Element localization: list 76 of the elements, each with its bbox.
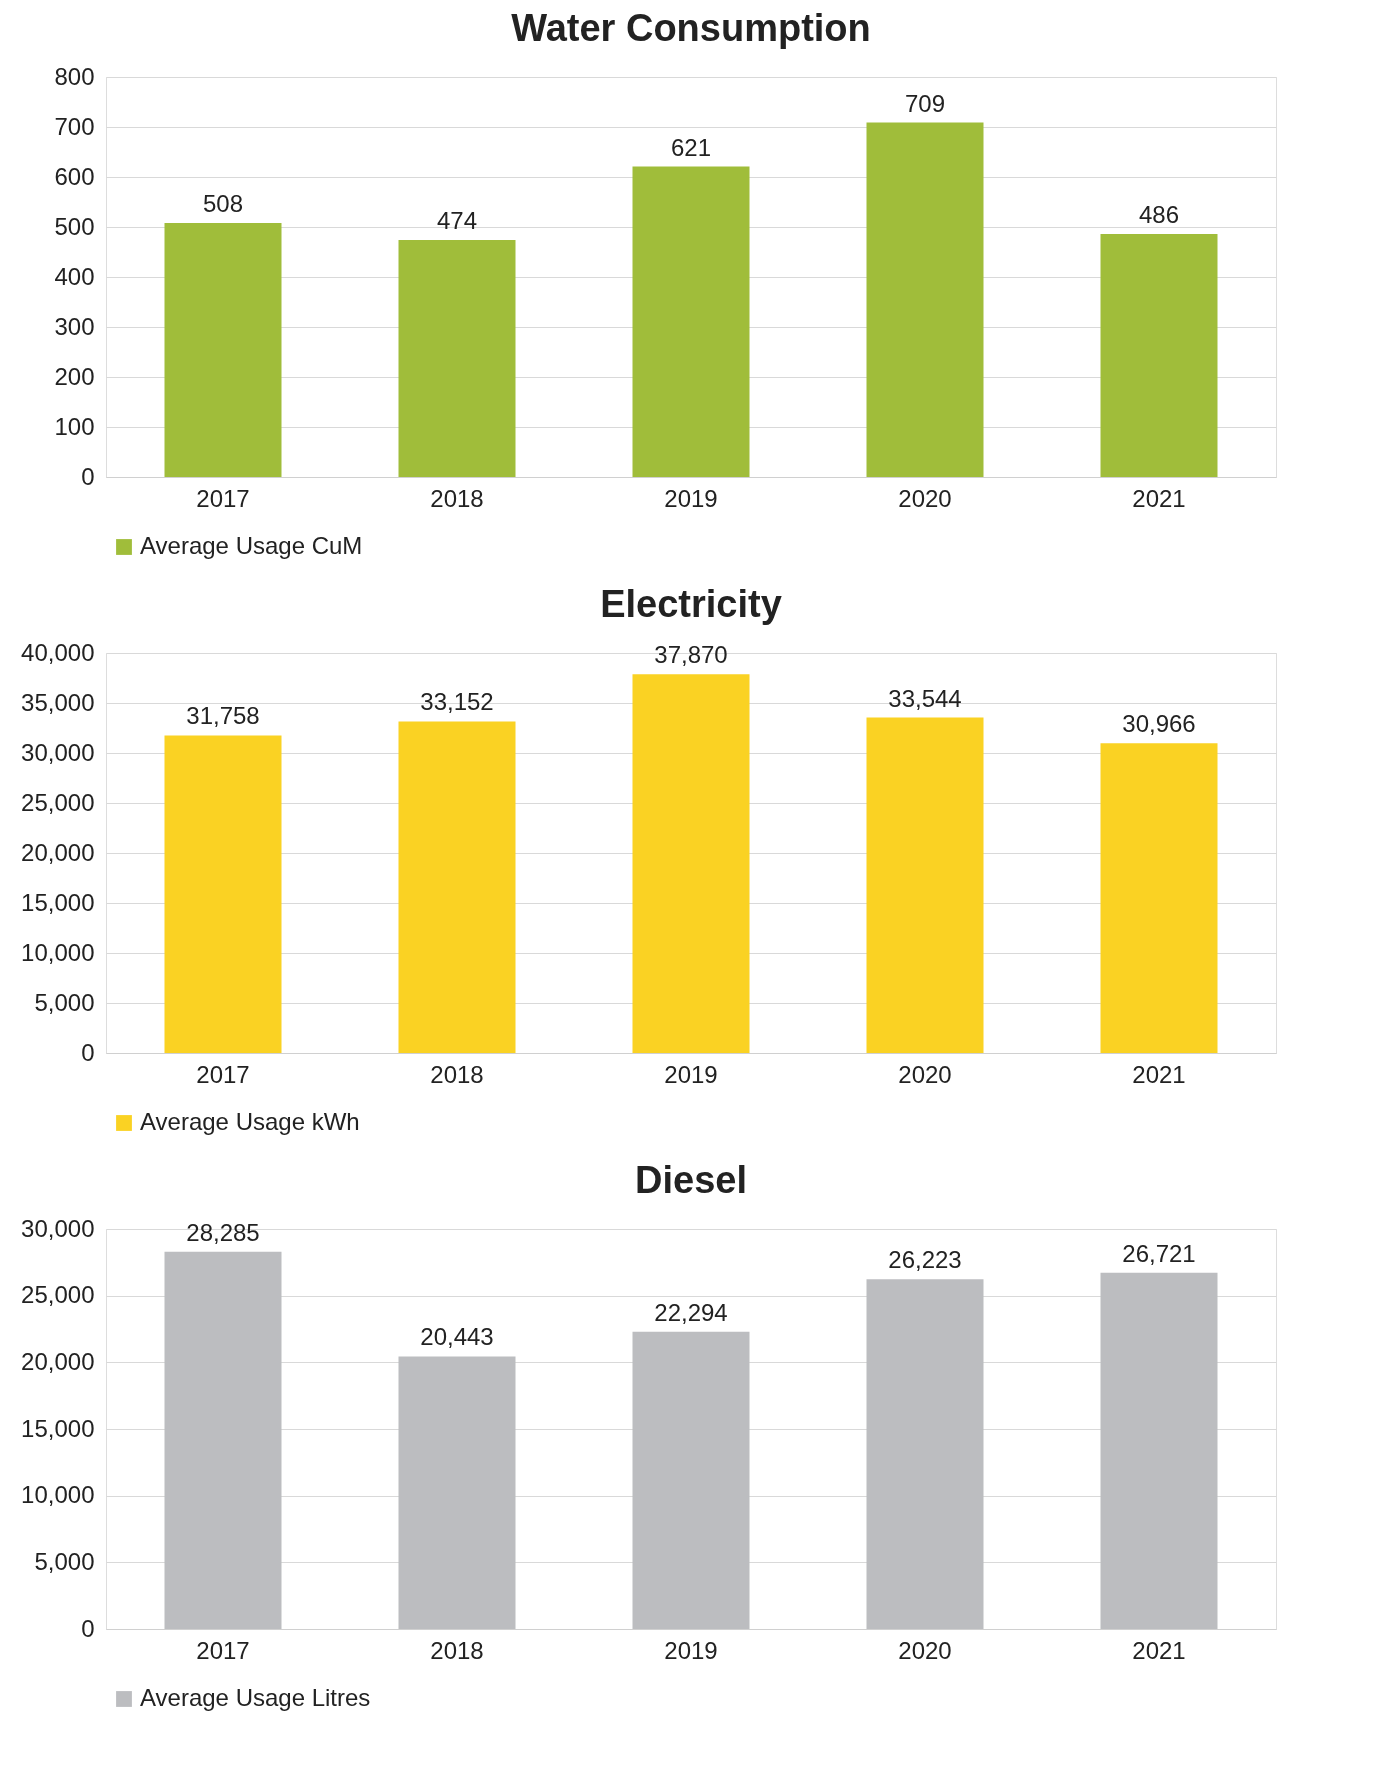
y-tick-label: 600 (54, 162, 95, 190)
y-tick-label: 10,000 (21, 938, 95, 966)
bar (164, 223, 282, 477)
bar (1100, 234, 1218, 477)
data-label: 28,285 (186, 1218, 260, 1246)
data-label: 709 (904, 89, 946, 117)
data-label: 26,721 (1122, 1239, 1196, 1267)
data-label: 621 (670, 133, 712, 161)
y-tick-label: 500 (54, 212, 95, 240)
y-tick-label: 25,000 (21, 788, 95, 816)
bar (632, 1331, 750, 1629)
y-tick-label: 0 (81, 1614, 95, 1642)
bar (866, 717, 984, 1053)
x-tick-label: 2017 (196, 1060, 250, 1088)
bar (164, 1251, 282, 1629)
y-tick-label: 20,000 (21, 838, 95, 866)
y-tick-label: 400 (54, 262, 95, 290)
x-tick-label: 2019 (664, 1060, 718, 1088)
x-tick-label: 2019 (664, 484, 718, 512)
bar (866, 122, 984, 477)
x-tick-label: 2020 (898, 1636, 952, 1664)
data-label: 30,966 (1122, 710, 1196, 738)
bar (1100, 1272, 1218, 1629)
data-label: 22,294 (654, 1298, 728, 1326)
bar (398, 240, 516, 477)
legend-label: Average Usage Litres (140, 1684, 371, 1711)
x-tick-label: 2021 (1132, 484, 1186, 512)
y-tick-label: 200 (54, 362, 95, 390)
bar (1100, 743, 1218, 1053)
data-label: 20,443 (420, 1323, 494, 1351)
bar (164, 735, 282, 1053)
data-label: 31,758 (186, 702, 260, 730)
bar (398, 721, 516, 1053)
y-tick-label: 30,000 (21, 1214, 95, 1242)
y-tick-label: 5,000 (34, 988, 95, 1016)
y-tick-label: 15,000 (21, 1414, 95, 1442)
y-tick-label: 0 (81, 462, 95, 490)
data-label: 486 (1138, 201, 1180, 228)
x-tick-label: 2020 (898, 484, 952, 512)
chart-title: Water Consumption (511, 7, 871, 49)
x-tick-label: 2021 (1132, 1060, 1186, 1088)
x-tick-label: 2017 (196, 1636, 250, 1664)
y-tick-label: 5,000 (34, 1547, 95, 1575)
y-tick-label: 35,000 (21, 688, 95, 716)
y-tick-label: 300 (54, 312, 95, 340)
data-label: 508 (202, 190, 244, 217)
data-label: 37,870 (654, 641, 728, 669)
bar (632, 674, 750, 1053)
legend-label: Average Usage CuM (140, 532, 363, 559)
x-tick-label: 2018 (430, 1060, 484, 1088)
y-tick-label: 30,000 (21, 738, 95, 766)
y-tick-label: 40,000 (21, 638, 95, 666)
x-tick-label: 2019 (664, 1636, 718, 1664)
y-tick-label: 0 (81, 1038, 95, 1066)
data-label: 33,544 (888, 684, 962, 712)
bar (632, 166, 750, 477)
bar (398, 1356, 516, 1629)
y-tick-label: 20,000 (21, 1347, 95, 1375)
y-tick-label: 100 (54, 412, 95, 440)
y-tick-label: 10,000 (21, 1481, 95, 1509)
y-tick-label: 700 (54, 112, 95, 140)
y-tick-label: 15,000 (21, 888, 95, 916)
x-tick-label: 2018 (430, 484, 484, 512)
x-tick-label: 2018 (430, 1636, 484, 1664)
legend-label: Average Usage kWh (140, 1108, 360, 1135)
data-label: 33,152 (420, 688, 494, 716)
x-tick-label: 2021 (1132, 1636, 1186, 1664)
bar (866, 1279, 984, 1629)
x-tick-label: 2017 (196, 484, 250, 512)
data-label: 26,223 (888, 1246, 962, 1274)
y-tick-label: 800 (54, 62, 95, 90)
chart-title: Electricity (600, 583, 782, 625)
data-label: 474 (436, 207, 478, 234)
chart-title: Diesel (635, 1159, 747, 1201)
y-tick-label: 25,000 (21, 1281, 95, 1309)
x-tick-label: 2020 (898, 1060, 952, 1088)
